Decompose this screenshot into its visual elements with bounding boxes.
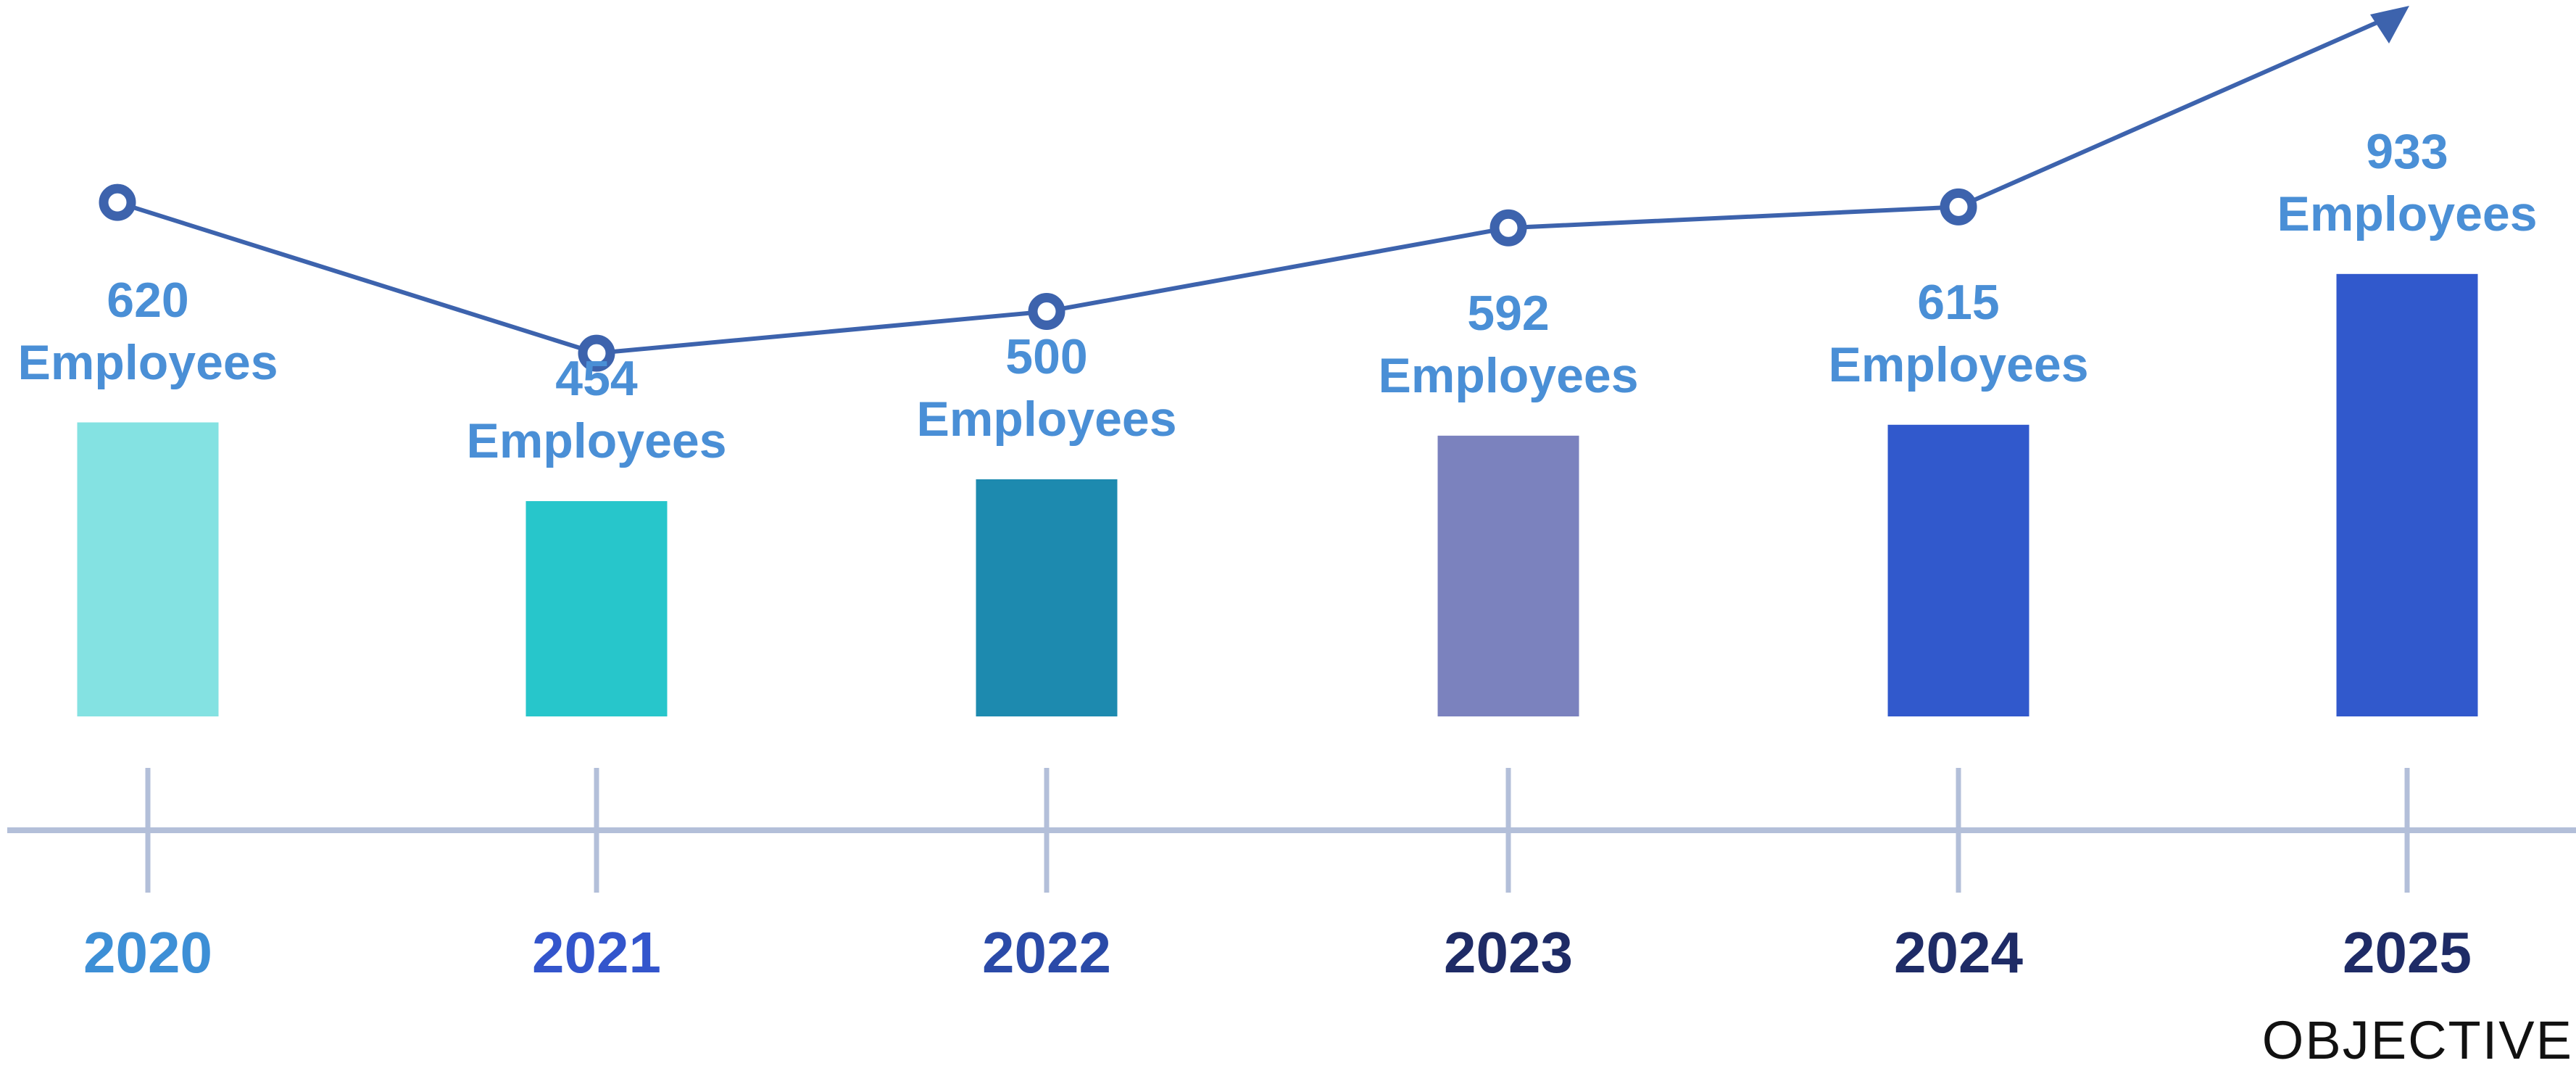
x-tick-label: 2020 — [83, 920, 212, 985]
trend-marker — [1028, 293, 1065, 330]
annotation: OBJECTIVE — [2261, 1010, 2573, 1070]
bar — [1887, 424, 2029, 716]
bar — [1437, 435, 1579, 716]
value-label: 615 Employees — [1828, 274, 2089, 392]
x-tick-label: 2023 — [1444, 920, 1573, 985]
value-label: 933 Employees — [2277, 123, 2538, 241]
x-tick-label: 2025 — [2343, 920, 2472, 985]
x-tick-label: 2022 — [982, 920, 1111, 985]
value-label: 454 Employees — [466, 351, 727, 469]
trend-marker — [1489, 209, 1527, 247]
bar — [77, 422, 219, 716]
x-tick-label: 2024 — [1894, 920, 2023, 985]
bar — [525, 501, 668, 716]
value-label: 500 Employees — [916, 329, 1177, 447]
value-label: 620 Employees — [17, 272, 278, 390]
trend-arrow — [1957, 14, 2393, 210]
arrow-head — [2370, 6, 2409, 44]
value-label: 592 Employees — [1378, 285, 1639, 403]
trend-marker — [99, 183, 136, 221]
trend-marker — [578, 334, 615, 372]
bar — [976, 479, 1118, 716]
x-tick-label: 2021 — [532, 920, 661, 985]
bar — [2336, 273, 2478, 716]
trend-marker — [1940, 188, 1977, 226]
